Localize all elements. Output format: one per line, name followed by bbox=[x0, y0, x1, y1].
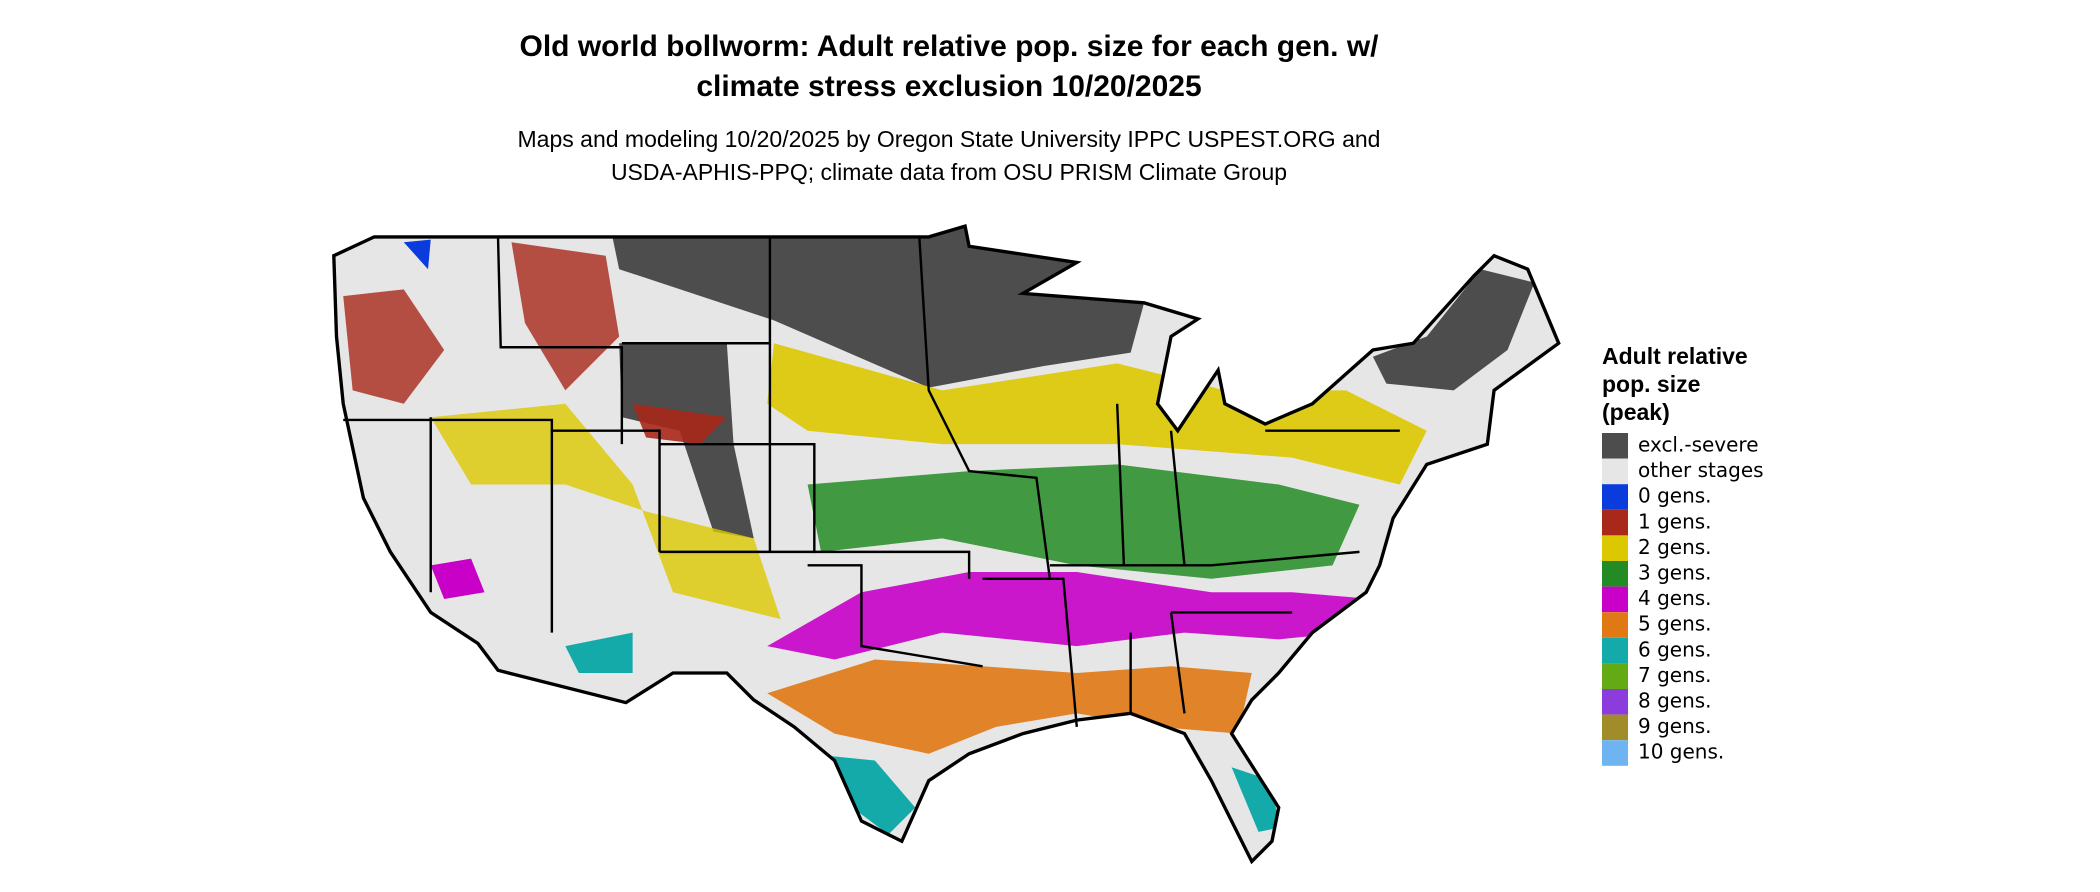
legend-swatch bbox=[1602, 740, 1628, 766]
legend-swatch bbox=[1602, 663, 1628, 689]
legend: Adult relative pop. size (peak) excl.-se… bbox=[1602, 343, 1764, 766]
legend-swatch bbox=[1602, 535, 1628, 561]
legend-label: other stages bbox=[1638, 458, 1764, 482]
legend-title: pop. size bbox=[1602, 371, 1700, 397]
legend-label: 10 gens. bbox=[1638, 740, 1724, 764]
legend-swatch bbox=[1602, 509, 1628, 536]
state-lines bbox=[343, 236, 1400, 727]
legend-swatch bbox=[1602, 561, 1628, 587]
title-line: climate stress exclusion 10/20/2025 bbox=[696, 70, 1201, 103]
subtitle-line: USDA-APHIS-PPQ; climate data from OSU PR… bbox=[611, 159, 1287, 185]
legend-label: 3 gens. bbox=[1638, 561, 1712, 585]
legend-label: 8 gens. bbox=[1638, 689, 1712, 713]
legend-swatch bbox=[1602, 714, 1628, 741]
legend-title: (peak) bbox=[1602, 399, 1670, 425]
map bbox=[332, 223, 1561, 865]
legend-label: 4 gens. bbox=[1638, 586, 1712, 610]
legend-label: 5 gens. bbox=[1638, 612, 1712, 636]
legend-swatch bbox=[1602, 433, 1628, 459]
legend-swatch bbox=[1602, 458, 1628, 485]
legend-label: excl.-severe bbox=[1638, 433, 1759, 457]
legend-swatch bbox=[1602, 586, 1628, 613]
legend-label: 2 gens. bbox=[1638, 535, 1712, 559]
legend-swatch bbox=[1602, 484, 1628, 510]
legend-label: 1 gens. bbox=[1638, 509, 1712, 533]
legend-label: 0 gens. bbox=[1638, 484, 1712, 508]
legend-swatch bbox=[1602, 689, 1628, 715]
subtitle-line: Maps and modeling 10/20/2025 by Oregon S… bbox=[518, 126, 1381, 152]
title-line: Old world bollworm: Adult relative pop. … bbox=[520, 30, 1380, 63]
legend-label: 7 gens. bbox=[1638, 663, 1712, 687]
legend-swatch bbox=[1602, 612, 1628, 638]
legend-label: 6 gens. bbox=[1638, 637, 1712, 661]
legend-label: 9 gens. bbox=[1638, 714, 1712, 738]
legend-title: Adult relative bbox=[1602, 343, 1748, 369]
legend-swatch bbox=[1602, 637, 1628, 664]
